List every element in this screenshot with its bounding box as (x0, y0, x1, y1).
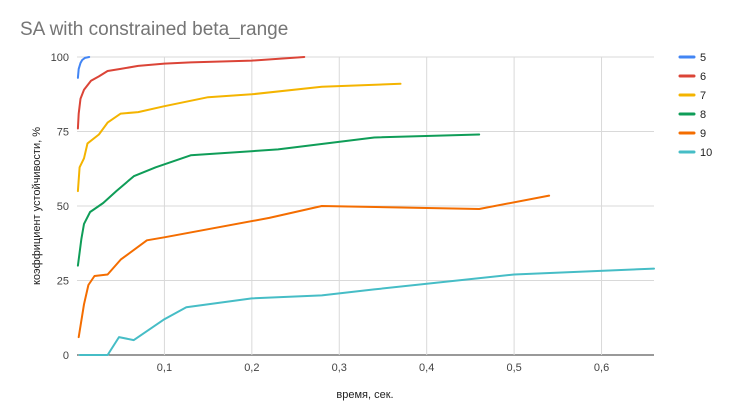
legend-label-9: 9 (700, 128, 706, 140)
x-tick-label: 0,6 (594, 362, 609, 374)
legend-label-5: 5 (700, 52, 706, 64)
y-tick-label: 75 (57, 127, 69, 139)
legend-label-6: 6 (700, 71, 706, 83)
chart-title: SA with constrained beta_range (20, 19, 288, 40)
series-line-7 (76, 82, 402, 193)
legend-label-10: 10 (700, 147, 712, 159)
x-tick-label: 0,4 (419, 362, 434, 374)
x-axis-title: время, сек. (336, 389, 393, 401)
y-tick-label: 25 (57, 276, 69, 288)
x-tick-label: 0,2 (244, 362, 259, 374)
y-axis-title: коэффициент устойчивости, % (31, 127, 43, 285)
x-tick-label: 0,3 (332, 362, 347, 374)
series-line-9 (77, 194, 551, 339)
x-tick-label: 0,5 (506, 362, 521, 374)
y-tick-label: 50 (57, 201, 69, 213)
legend: 5 6 7 8 9 10 (678, 52, 712, 159)
series-line-5 (76, 56, 91, 79)
x-axis-ticks: 0,1 0,2 0,3 0,4 0,5 0,6 (157, 362, 609, 374)
x-tick-label: 0,1 (157, 362, 172, 374)
legend-label-8: 8 (700, 109, 706, 121)
series-line-8 (76, 133, 481, 267)
series-line-6 (76, 56, 306, 130)
legend-label-7: 7 (700, 90, 706, 102)
y-axis-ticks: 0 25 50 75 100 (51, 52, 69, 362)
y-tick-label: 0 (63, 350, 69, 362)
series-line-10 (78, 267, 655, 356)
y-tick-label: 100 (51, 52, 69, 64)
series-lines (76, 56, 655, 356)
